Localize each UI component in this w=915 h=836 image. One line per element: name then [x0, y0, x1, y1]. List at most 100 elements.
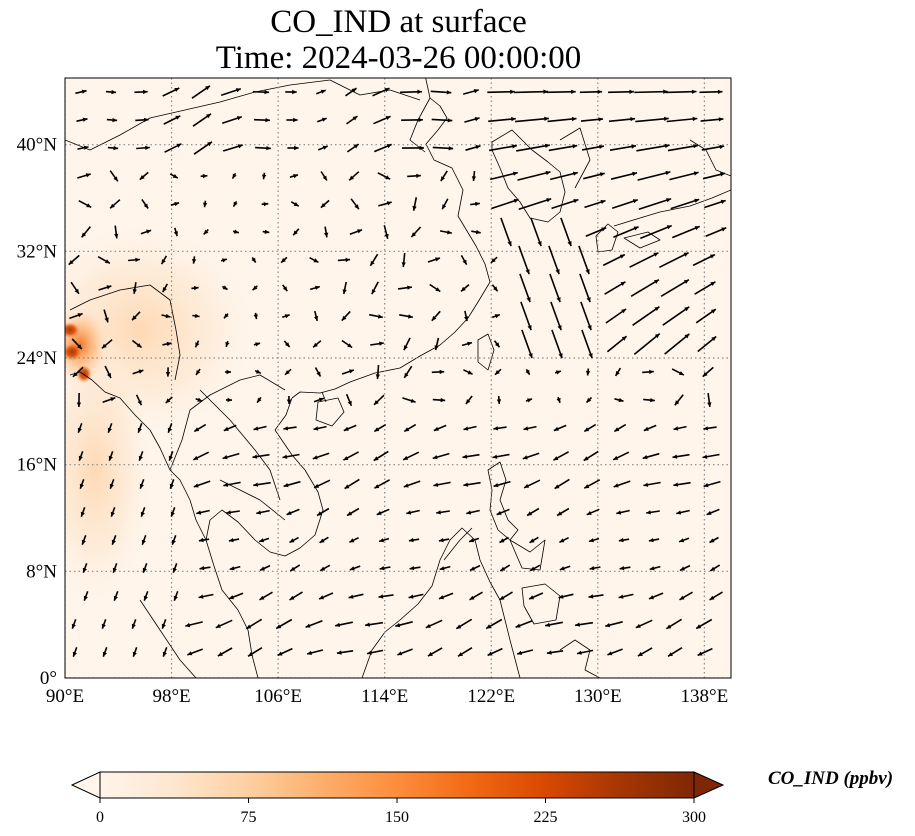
wind-vector-head — [314, 483, 320, 488]
wind-vector-head — [319, 538, 325, 543]
wind-vector-head — [104, 259, 110, 264]
wind-vector-head — [161, 259, 166, 265]
wind-vector-head — [710, 566, 716, 571]
title-line-2: Time: 2024-03-26 00:00:00 — [215, 40, 582, 76]
wind-vector-head — [110, 397, 116, 402]
wind-vector-head — [558, 353, 563, 359]
wind-vector-head — [605, 623, 611, 628]
title-line-1: CO_IND at surface — [270, 4, 527, 40]
wind-vector-head — [642, 455, 648, 460]
wind-vector-head — [435, 287, 441, 292]
wind-vector — [520, 301, 532, 331]
wind-vector — [666, 117, 698, 123]
wind-vector-head — [544, 116, 549, 121]
wind-vector — [548, 144, 578, 152]
wind-vector-head — [706, 510, 712, 515]
wind-vector-head — [259, 595, 265, 600]
gulf-thailand — [205, 509, 271, 678]
wind-vector-head — [567, 241, 572, 247]
wind-vector-head — [335, 622, 340, 627]
wind-vector-head — [202, 173, 208, 179]
wind-vector-head — [492, 454, 498, 459]
wind-vector-head — [320, 89, 326, 94]
gridlines — [65, 78, 731, 678]
wind-vector-head — [555, 370, 561, 375]
wind-vector-head — [500, 566, 506, 571]
wind-vector-head — [408, 314, 413, 319]
wind-vector-head — [408, 537, 414, 543]
border-f — [329, 79, 421, 101]
wind-vector-head — [526, 297, 531, 303]
wind-vector-head — [709, 595, 715, 600]
wind-vector — [669, 171, 699, 181]
wind-vector-head — [614, 427, 620, 432]
wind-vector — [548, 245, 560, 275]
wind-vector-head — [229, 566, 235, 571]
wind-vector-head — [253, 314, 258, 320]
wind-vector-head — [440, 397, 446, 403]
wind-vector-head — [378, 594, 384, 599]
malay-west — [169, 469, 207, 541]
wind-vector — [611, 199, 639, 209]
wind-vector-head — [702, 372, 708, 377]
wind-vector-head — [162, 287, 167, 293]
wind-vector-head — [517, 650, 522, 655]
wind-vector-head — [557, 511, 563, 516]
wind-vector-head — [407, 285, 412, 290]
mindanao — [521, 583, 561, 625]
wind-vector-head — [474, 117, 480, 122]
lat-tick-label: 40°N — [17, 135, 58, 156]
wind-vector-head — [319, 595, 325, 600]
wind-vector-head — [233, 201, 238, 207]
wind-vector — [633, 332, 661, 356]
wind-vector-head — [143, 89, 148, 95]
wind-vector-head — [322, 145, 328, 150]
wind-vector-head — [113, 595, 118, 601]
wind-vector-head — [403, 345, 408, 351]
wind-vector-head — [433, 426, 439, 431]
leizhou — [321, 391, 327, 403]
wind-vector-head — [228, 538, 234, 543]
wind-vector-head — [616, 510, 622, 515]
wind-vector-head — [523, 426, 529, 431]
wind-vector-head — [174, 88, 180, 92]
wind-vector-head — [286, 399, 292, 404]
wind-vector-head — [168, 455, 173, 461]
wind-vector-head — [81, 89, 87, 94]
wind-vector-head — [76, 402, 82, 407]
hotspot-1 — [65, 322, 80, 338]
wind-vector-head — [229, 595, 234, 600]
wind-vector-head — [679, 538, 685, 543]
wind-vector-head — [320, 203, 326, 208]
wind-vector-head — [232, 173, 237, 179]
wind-vector-head — [599, 144, 604, 149]
wind-vector-head — [486, 624, 492, 629]
wind-vector-head — [223, 482, 229, 487]
colorbar-tick-label: 225 — [534, 809, 558, 826]
wind-vector-head — [289, 538, 295, 543]
wind-vector-head — [678, 371, 684, 376]
wind-vector-head — [111, 539, 116, 545]
wind-vector — [670, 198, 700, 210]
wind-vector-head — [354, 204, 359, 210]
wind-vector-head — [718, 117, 724, 122]
wind-vector-head — [493, 483, 499, 488]
wind-vector-head — [252, 285, 258, 291]
wind-vector — [637, 171, 671, 181]
wind-vector-head — [621, 309, 627, 314]
wind-vector-head — [586, 297, 591, 303]
wind-vector-head — [342, 289, 347, 294]
map-frame — [64, 77, 732, 679]
wind-vector-head — [207, 141, 212, 147]
wind-vector-head — [559, 538, 565, 543]
border-a — [169, 374, 286, 471]
wind-vector-head — [469, 538, 475, 543]
wind-vector-head — [165, 313, 171, 319]
wind-vector-head — [282, 454, 288, 459]
map-area — [65, 78, 731, 678]
wind-vector — [580, 301, 592, 331]
wind-vector-head — [143, 203, 149, 209]
wind-vector-head — [583, 456, 589, 461]
wind-vector-head — [196, 510, 202, 515]
wind-vector-head — [510, 89, 515, 94]
